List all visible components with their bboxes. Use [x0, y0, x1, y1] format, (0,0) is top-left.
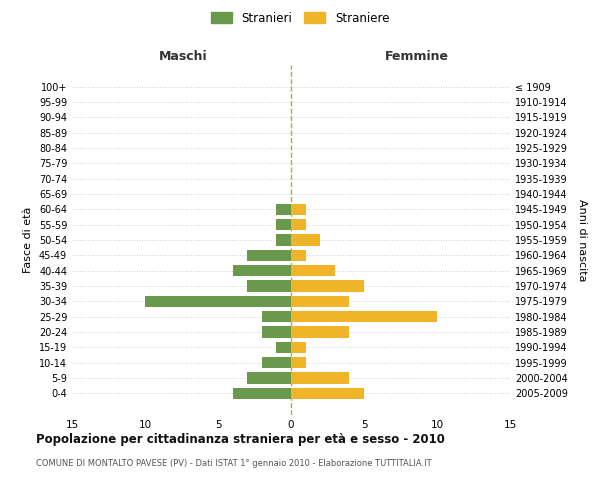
Bar [233, 388, 291, 399]
Bar [277, 234, 291, 246]
Text: Popolazione per cittadinanza straniera per età e sesso - 2010: Popolazione per cittadinanza straniera p… [36, 432, 445, 446]
Bar [277, 219, 291, 230]
Bar [291, 372, 349, 384]
Bar [291, 311, 437, 322]
Text: Maschi: Maschi [158, 50, 208, 62]
Bar [291, 342, 305, 353]
Text: COMUNE DI MONTALTO PAVESE (PV) - Dati ISTAT 1° gennaio 2010 - Elaborazione TUTTI: COMUNE DI MONTALTO PAVESE (PV) - Dati IS… [36, 459, 431, 468]
Bar [291, 296, 349, 307]
Bar [291, 265, 335, 276]
Bar [262, 357, 291, 368]
Bar [247, 372, 291, 384]
Bar [247, 280, 291, 292]
Bar [291, 250, 305, 261]
Legend: Stranieri, Straniere: Stranieri, Straniere [205, 6, 395, 30]
Bar [291, 357, 305, 368]
Bar [277, 204, 291, 215]
Bar [291, 388, 364, 399]
Bar [291, 280, 364, 292]
Bar [247, 250, 291, 261]
Bar [262, 311, 291, 322]
Bar [291, 204, 305, 215]
Bar [262, 326, 291, 338]
Y-axis label: Fasce di età: Fasce di età [23, 207, 33, 273]
Bar [291, 219, 305, 230]
Bar [291, 234, 320, 246]
Bar [145, 296, 291, 307]
Bar [277, 342, 291, 353]
Bar [291, 326, 349, 338]
Bar [233, 265, 291, 276]
Text: Femmine: Femmine [385, 50, 449, 62]
Y-axis label: Anni di nascita: Anni di nascita [577, 198, 587, 281]
